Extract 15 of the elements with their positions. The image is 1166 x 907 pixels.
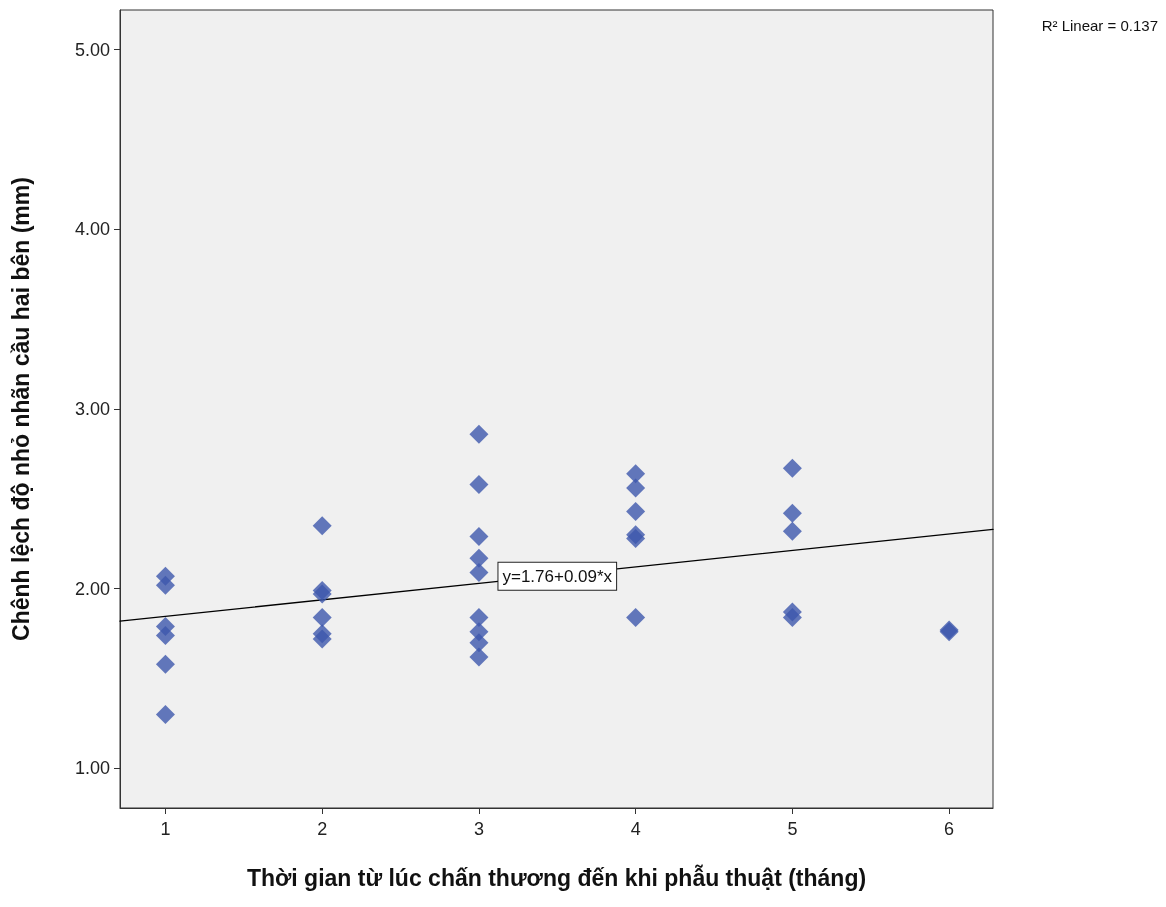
x-tick-label: 4 (630, 819, 641, 839)
x-tick-label: 5 (787, 819, 798, 839)
y-tick-label: 5.00 (74, 39, 110, 60)
x-tick-label: 6 (944, 819, 955, 839)
text: R² Linear = 0.137 (1041, 17, 1158, 34)
y-tick-label: 3.00 (74, 399, 110, 419)
y-tick-label: 2.00 (74, 578, 110, 599)
x-tick-label: 1 (160, 819, 171, 839)
y-axis-title: Chênh lệch độ nhỏ nhãn cầu hai bên (mm) (7, 177, 34, 641)
annotation: y=1.76+0.09*x (502, 566, 613, 586)
x-tick-label: 2 (317, 819, 328, 839)
x-tick-label: 3 (473, 819, 484, 839)
x-axis-title: Thời gian từ lúc chấn thương đến khi phẫu thuật (tháng) (246, 863, 867, 891)
y-tick-label: 4.00 (74, 219, 110, 240)
y-tick-label: 1.00 (74, 758, 110, 779)
